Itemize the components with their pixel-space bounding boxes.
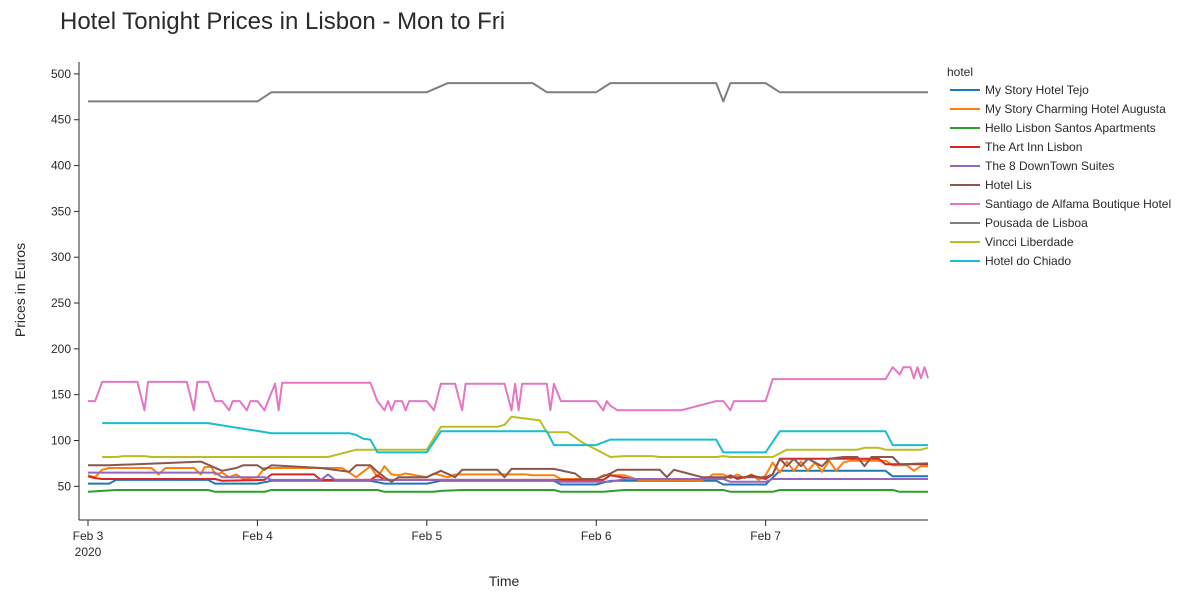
y-tick-label: 250 (51, 296, 71, 310)
legend-item-label[interactable]: Hotel do Chiado (985, 254, 1071, 268)
y-tick-label: 100 (51, 434, 71, 448)
legend-item-label[interactable]: My Story Hotel Tejo (985, 83, 1089, 97)
legend-item-label[interactable]: The Art Inn Lisbon (985, 140, 1082, 154)
x-tick-label: Feb 6 (581, 529, 612, 543)
y-tick-label: 500 (51, 67, 71, 81)
series-line-7[interactable] (88, 366, 929, 412)
y-tick-label: 200 (51, 342, 71, 356)
y-tick-label: 350 (51, 204, 71, 218)
x-axis-title: Time (489, 573, 520, 589)
legend-item-label[interactable]: My Story Charming Hotel Augusta (985, 102, 1166, 116)
y-tick-label: 400 (51, 159, 71, 173)
x-tick-label: Feb 7 (750, 529, 781, 543)
x-tick-year-label: 2020 (75, 545, 102, 559)
y-tick-label: 450 (51, 113, 71, 127)
series-line-10[interactable] (102, 422, 928, 454)
legend-item-label[interactable]: Hello Lisbon Santos Apartments (985, 121, 1156, 135)
series-line-5[interactable] (88, 471, 928, 483)
y-axis-title: Prices in Euros (12, 243, 28, 337)
legend-title: hotel (947, 65, 973, 79)
legend-item-label[interactable]: Hotel Lis (985, 178, 1032, 192)
legend-item-label[interactable]: Santiago de Alfama Boutique Hotel (985, 197, 1171, 211)
series-line-9[interactable] (102, 415, 929, 458)
x-tick-label: Feb 5 (411, 529, 442, 543)
legend-item-label[interactable]: Vincci Liberdade (985, 235, 1074, 249)
series-line-8[interactable] (88, 82, 928, 103)
chart-title: Hotel Tonight Prices in Lisbon - Mon to … (60, 8, 505, 35)
plot-area: 50 100 150 200 250 300 350 400 450 500 Feb 3 2020 Fe… (51, 62, 929, 559)
legend-item-label[interactable]: Pousada de Lisboa (985, 216, 1088, 230)
series-line-3[interactable] (87, 489, 928, 493)
x-tick-label: Feb 4 (242, 529, 273, 543)
y-tick-label: 300 (51, 250, 71, 264)
x-tick-label: Feb 3 (73, 529, 104, 543)
y-tick-label: 150 (51, 388, 71, 402)
legend: hotel My Story Hotel Tejo My Story Charmi… (947, 65, 1171, 268)
y-tick-label: 50 (58, 479, 72, 493)
series-line-6[interactable] (88, 456, 929, 483)
legend-item-label[interactable]: The 8 DownTown Suites (985, 159, 1114, 173)
